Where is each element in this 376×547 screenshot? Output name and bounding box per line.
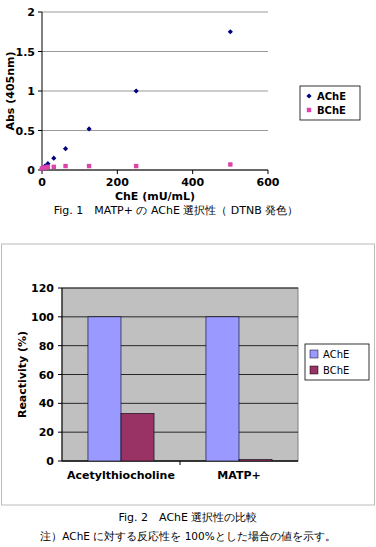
plot-area xyxy=(62,288,298,461)
x-tick-label: MATP+ xyxy=(217,469,260,482)
y-tick-label: 100 xyxy=(31,311,54,324)
x-tick xyxy=(180,461,181,465)
y-tick-label: 0.5 xyxy=(16,125,36,138)
point xyxy=(134,88,139,93)
y-tick xyxy=(58,288,62,289)
legend-label: BChE xyxy=(323,365,349,376)
point xyxy=(134,164,138,168)
page: 00.511.520200400600Abs (405nm)ChE (mU/mL… xyxy=(0,0,376,547)
x-axis xyxy=(42,170,268,171)
grid-line xyxy=(42,170,268,171)
caption: Fig. 2 AChE 選択性の比較 xyxy=(119,511,258,524)
legend-label: AChE xyxy=(323,349,349,360)
legend-swatch xyxy=(306,93,311,98)
y-tick xyxy=(58,403,62,404)
y-tick xyxy=(38,12,42,13)
bar xyxy=(239,460,272,461)
legend-swatch xyxy=(310,350,318,358)
legend: AChE BChE xyxy=(300,86,360,120)
x-tick-label: 0 xyxy=(38,176,46,189)
plot-marks xyxy=(39,29,233,171)
legend-box xyxy=(300,86,360,120)
y-axis-label: Abs (405nm) xyxy=(4,51,17,130)
y-tick xyxy=(58,374,62,375)
bar xyxy=(206,317,239,461)
legend-swatch xyxy=(307,108,311,112)
note: 注）AChE に対する反応性を 100%とした場合の値を示す。 xyxy=(40,530,335,543)
x-tick-label: 400 xyxy=(181,176,204,189)
y-tick-label: 20 xyxy=(39,426,55,439)
x-tick-label: Acetylthiocholine xyxy=(67,469,175,482)
point xyxy=(228,162,232,166)
point xyxy=(46,165,50,169)
point xyxy=(52,165,56,169)
x-axis-label: ChE (mU/mL) xyxy=(115,190,195,203)
y-tick-label: 0 xyxy=(46,455,54,468)
y-tick-label: 1.5 xyxy=(16,46,36,59)
chart-1: 0 0.5 1 1.5 2 0 200 400 600 Abs (405nm) ChE (mU/mL… xyxy=(4,6,360,217)
y-tick xyxy=(58,461,62,462)
y-tick-label: 40 xyxy=(39,397,55,410)
point xyxy=(86,126,91,131)
point xyxy=(87,164,91,168)
legend-swatch xyxy=(310,366,318,374)
y-tick-label: 0 xyxy=(27,164,35,177)
x-tick xyxy=(117,170,118,174)
chart-2: 0 20 40 60 80 100 120 Reactivity (%) Acetylthioc… xyxy=(2,244,375,543)
y-tick xyxy=(38,51,42,52)
plot-marks xyxy=(88,317,272,461)
point xyxy=(51,156,56,161)
bar xyxy=(88,317,121,461)
grid-line xyxy=(42,51,268,52)
y-tick xyxy=(58,432,62,433)
caption: Fig. 1 MATP+ の AChE 選択性（ DTNB 発色） xyxy=(54,204,299,217)
chart-frame xyxy=(2,244,375,505)
point xyxy=(63,164,67,168)
grid-line xyxy=(62,288,298,289)
legend: AChE BChE xyxy=(305,344,369,380)
bar xyxy=(121,413,154,461)
x-tick xyxy=(192,170,193,174)
y-tick-label: 1 xyxy=(27,85,35,98)
y-tick-label: 120 xyxy=(31,282,54,295)
legend-label: BChE xyxy=(317,105,346,116)
y-tick xyxy=(58,316,62,317)
x-tick-label: 600 xyxy=(257,176,280,189)
y-axis-label: Reactivity (%) xyxy=(16,331,29,418)
grid-line xyxy=(42,91,268,92)
legend-box xyxy=(305,344,369,380)
grid-line xyxy=(42,130,268,131)
y-tick xyxy=(38,91,42,92)
y-tick-label: 60 xyxy=(39,369,55,382)
y-tick xyxy=(38,130,42,131)
x-tick xyxy=(268,170,269,174)
grid-line xyxy=(42,12,268,13)
point xyxy=(63,146,68,151)
y-tick-label: 80 xyxy=(39,340,55,353)
y-tick xyxy=(58,345,62,346)
point xyxy=(228,29,233,34)
x-tick-label: 200 xyxy=(106,176,129,189)
y-tick-label: 2 xyxy=(27,6,35,19)
legend-label: AChE xyxy=(317,91,346,102)
